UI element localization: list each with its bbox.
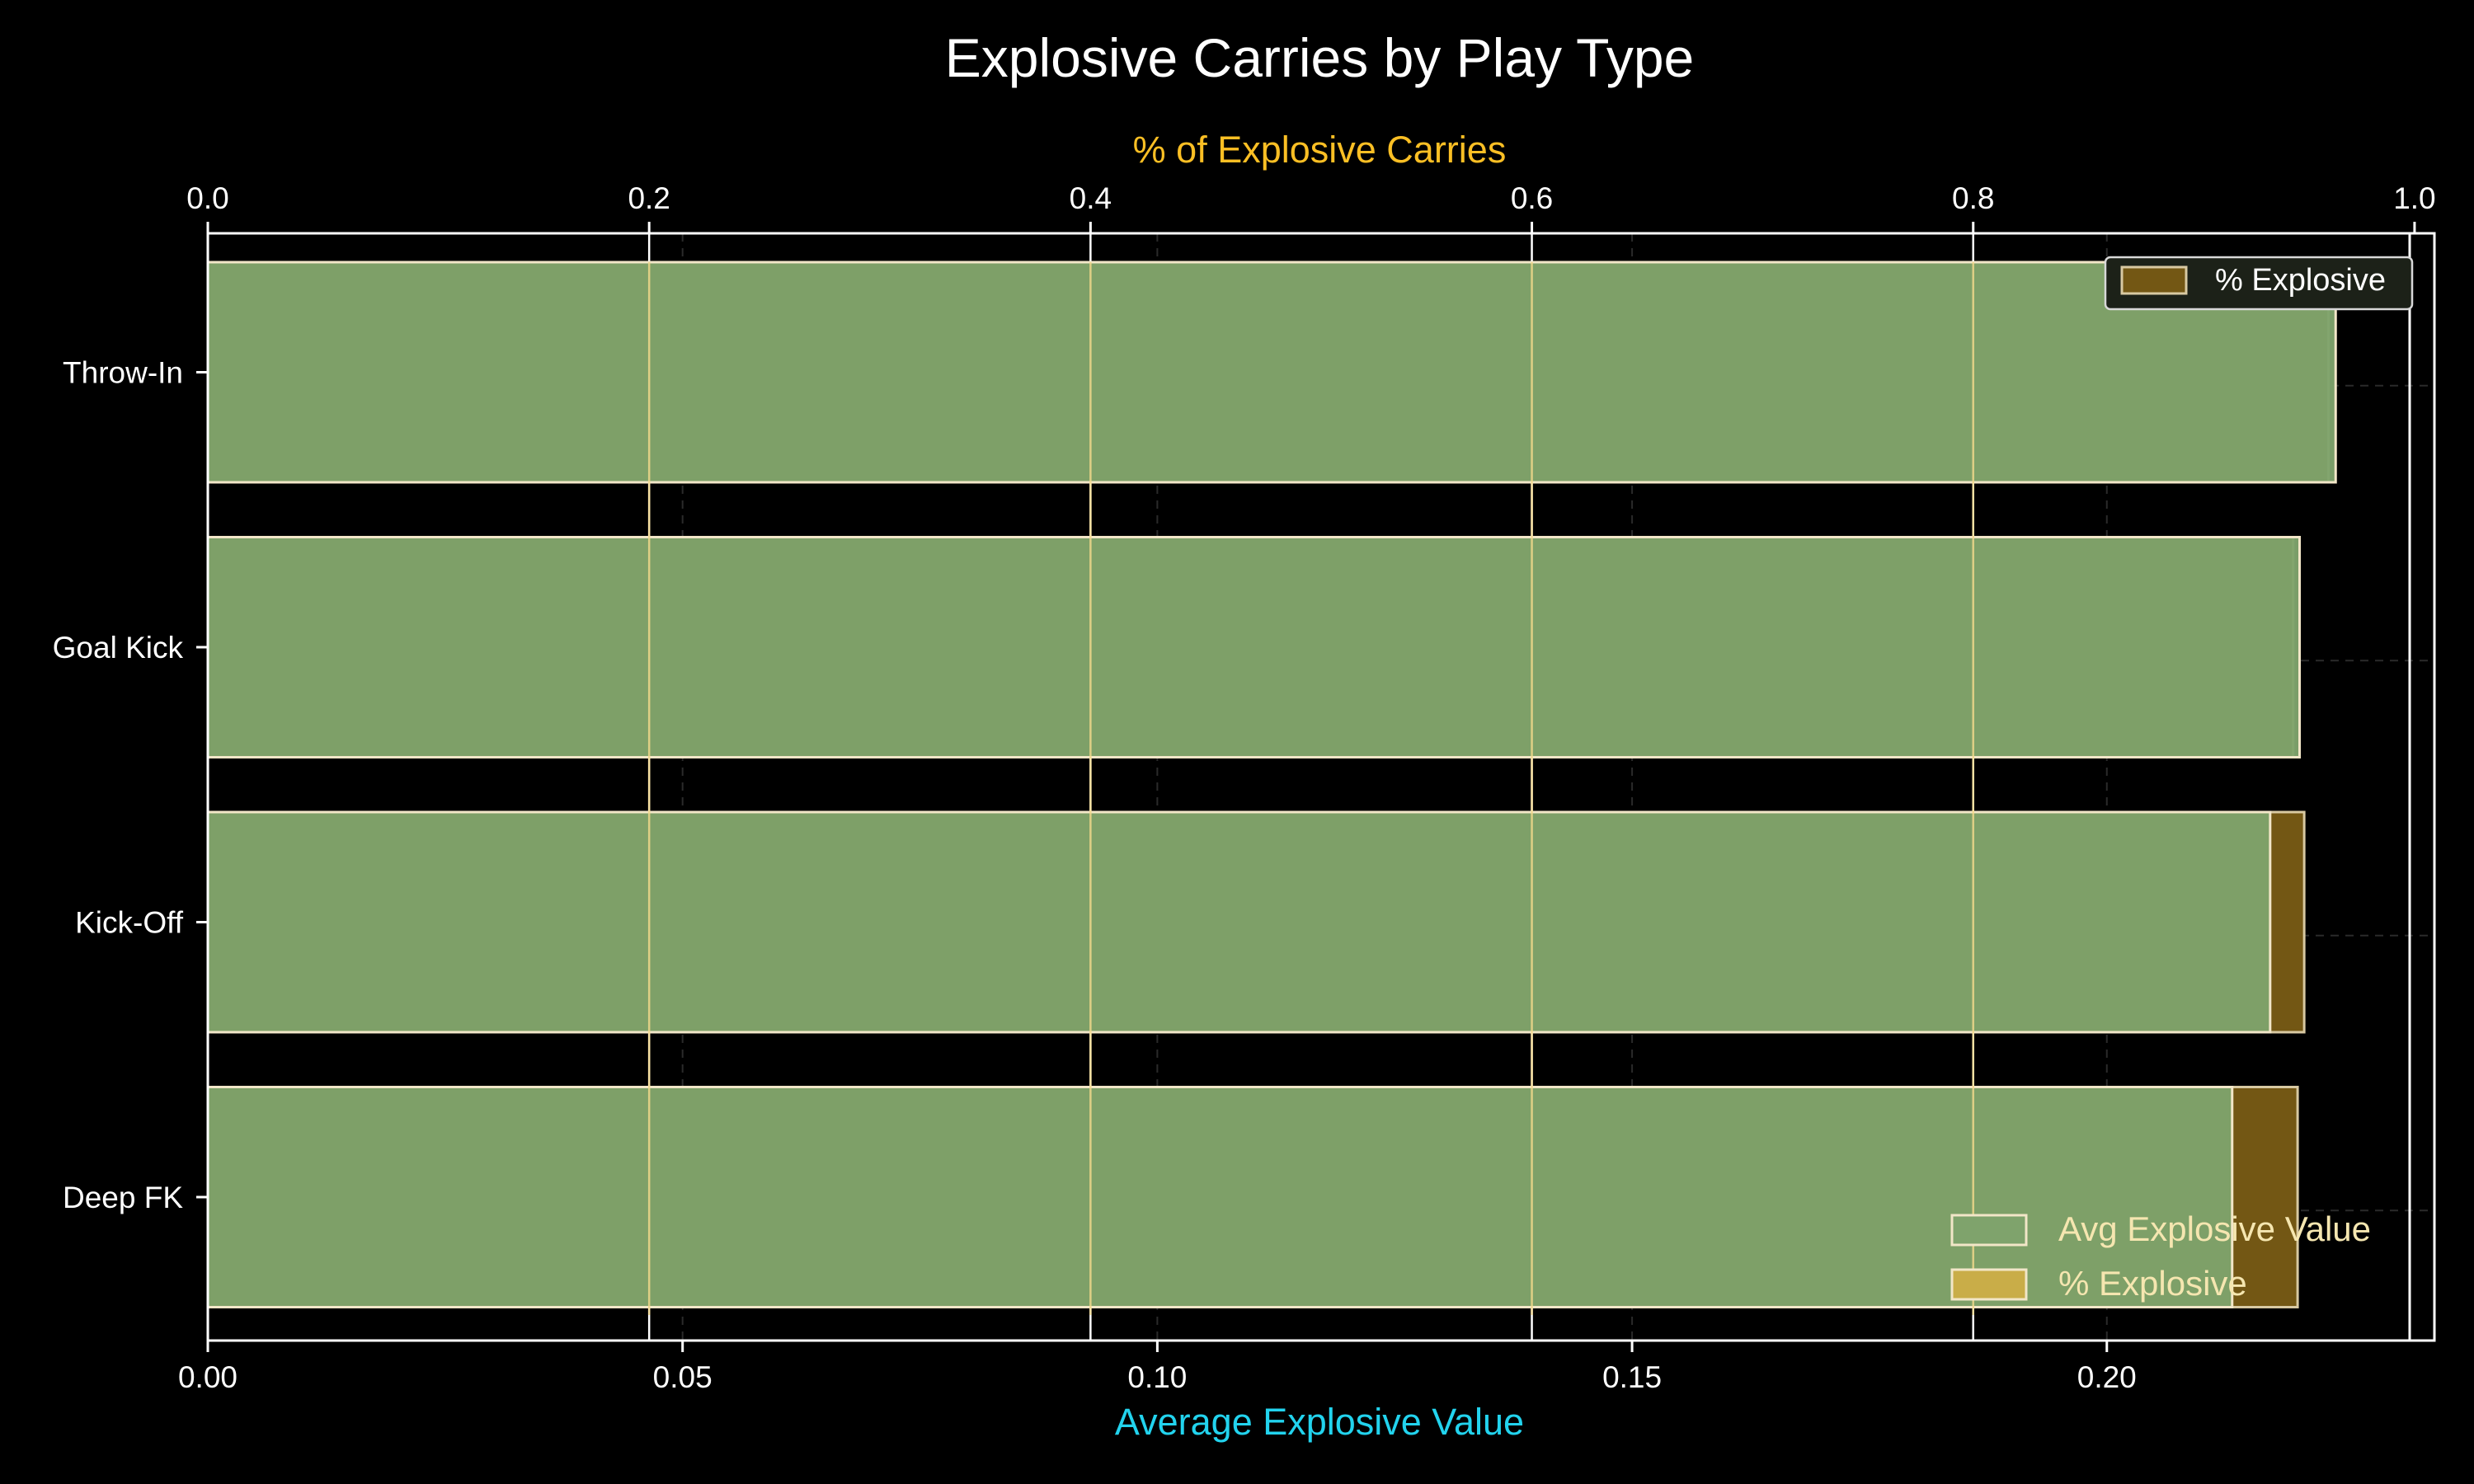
bottom-axis-tick-label: 0.15 [1602, 1360, 1662, 1394]
top-axis-tick-label: 0.6 [1511, 181, 1553, 215]
chart-title: Explosive Carries by Play Type [945, 27, 1695, 88]
bottom-axis-tick-label: 0.10 [1127, 1360, 1187, 1394]
avg-explosive-bar [206, 1086, 2234, 1308]
legend-label-avg-explosive-value: Avg Explosive Value [2058, 1209, 2371, 1248]
bottom-axis-tick-label: 0.05 [653, 1360, 713, 1394]
legend-swatch-pct-explosive [2120, 265, 2188, 295]
legend-swatch-avg-explosive-value [1950, 1214, 2028, 1247]
top-axis-tick-label: 0.2 [628, 181, 670, 215]
avg-explosive-bar [206, 810, 2272, 1034]
avg-explosive-bars [206, 261, 2337, 1315]
legend-swatch-pct-explosive-2 [1950, 1268, 2028, 1301]
top-axis-tick-label: 0.4 [1070, 181, 1112, 215]
category-label: Deep FK [63, 1181, 183, 1214]
plot-frame [206, 232, 2436, 1342]
top-axis-tick-label: 1.0 [2393, 181, 2435, 215]
category-label: Goal Kick [53, 631, 184, 665]
axes: 0.00 0.05 0.10 0.15 0.20 0.0 0.2 0.4 0.6 0.8 1.0 Th… [53, 181, 2436, 1394]
legend-label-pct-explosive: % Explosive [2215, 263, 2386, 298]
legends: % Explosive Avg Explosive Value % Explosiv… [1950, 256, 2414, 1303]
bottom-axis-tick-label: 0.00 [178, 1360, 238, 1394]
avg-explosive-bar [206, 536, 2302, 758]
top-axis-label: % of Explosive Carries [1133, 129, 1507, 171]
category-label: Throw-In [63, 356, 183, 390]
bottom-axis-label: Average Explosive Value [1115, 1401, 1524, 1443]
category-label: Kick-Off [75, 906, 184, 940]
avg-explosive-bar [206, 261, 2337, 484]
top-axis-tick-label: 0.8 [1952, 181, 1994, 215]
bottom-axis-tick-label: 0.20 [2077, 1360, 2137, 1394]
top-axis-tick-label: 0.0 [186, 181, 228, 215]
legend-label-pct-explosive-2: % Explosive [2058, 1264, 2247, 1303]
